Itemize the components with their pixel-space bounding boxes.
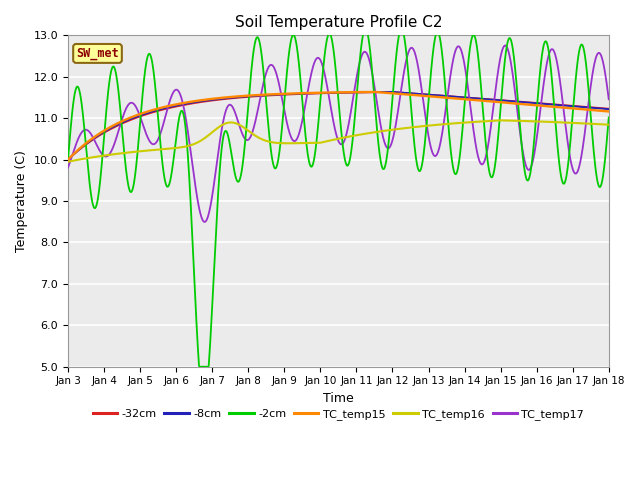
Legend: -32cm, -8cm, -2cm, TC_temp15, TC_temp16, TC_temp17: -32cm, -8cm, -2cm, TC_temp15, TC_temp16,… bbox=[88, 404, 589, 424]
Title: Soil Temperature Profile C2: Soil Temperature Profile C2 bbox=[235, 15, 442, 30]
Text: SW_met: SW_met bbox=[76, 47, 119, 60]
X-axis label: Time: Time bbox=[323, 392, 354, 405]
Y-axis label: Temperature (C): Temperature (C) bbox=[15, 150, 28, 252]
